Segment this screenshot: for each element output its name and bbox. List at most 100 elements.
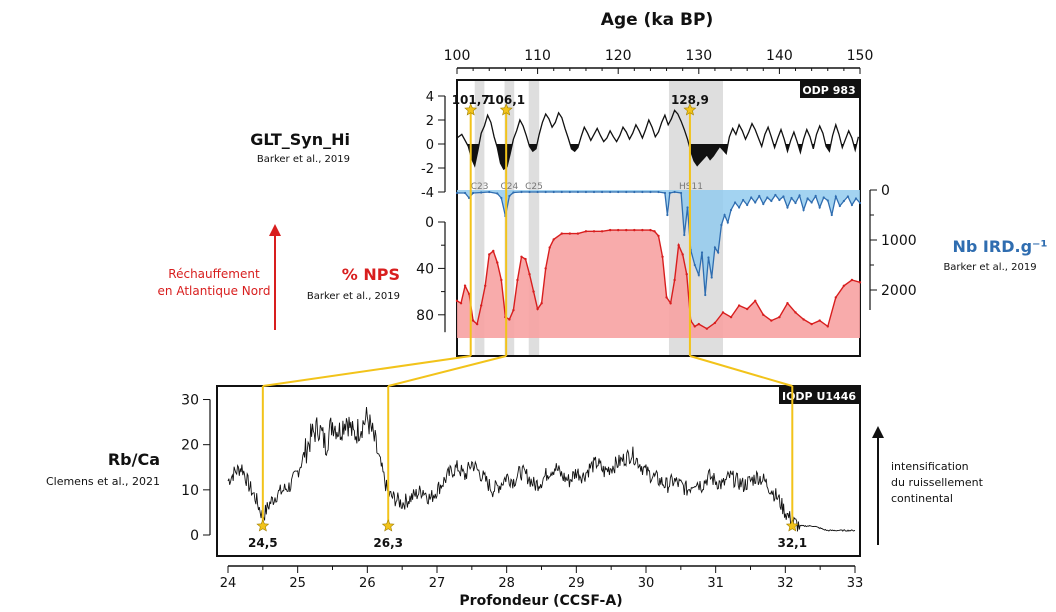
nps-point xyxy=(625,228,628,232)
nps-source: Barker et al., 2019 xyxy=(307,291,400,302)
ird-point xyxy=(717,251,720,254)
nps-point xyxy=(681,253,684,256)
ird-point xyxy=(814,194,817,198)
warmnote-line: Réchauffement xyxy=(168,267,260,281)
ird-point xyxy=(512,191,515,194)
ird-title: Nb IRD.g⁻¹ xyxy=(953,237,1048,256)
ird-point xyxy=(720,223,723,227)
top-annotation: 128,9 xyxy=(671,93,709,107)
nps-point xyxy=(617,228,620,232)
top-x-tick-label: 110 xyxy=(524,48,551,64)
warming-note: Réchauffement en Atlantique Nord xyxy=(158,267,271,298)
ird-point xyxy=(508,194,511,198)
ird-point xyxy=(723,213,726,217)
ird-point xyxy=(617,190,620,194)
glt-tick-label: 4 xyxy=(426,90,434,105)
top-annotation: 101,7 xyxy=(452,93,490,107)
correlation-links: 101,7 24,5 106,1 26,3 128,9 32,1 xyxy=(248,93,807,550)
rbca-source: Clemens et al., 2021 xyxy=(46,475,160,488)
runnote-line: du ruissellement xyxy=(891,476,984,489)
nps-point xyxy=(834,296,838,299)
nps-point xyxy=(794,311,797,314)
rbca-tick-label: 0 xyxy=(190,528,199,544)
ird-point xyxy=(467,196,471,200)
nps-point xyxy=(649,228,652,232)
ird-point xyxy=(679,191,683,195)
bottom-annotation: 32,1 xyxy=(777,536,807,550)
hs-band xyxy=(528,81,540,355)
ird-point xyxy=(790,196,793,200)
hs-band xyxy=(474,81,485,355)
ird-point xyxy=(625,190,628,194)
nps-series: 0 40 80 xyxy=(416,215,862,338)
ird-point xyxy=(762,202,765,206)
nps-point xyxy=(524,257,527,261)
ird-point xyxy=(798,194,801,197)
top-panel-frame xyxy=(456,79,861,357)
nps-point xyxy=(488,253,491,256)
ird-fill xyxy=(457,190,860,295)
top-box-label: ODP 983 xyxy=(802,84,855,97)
top-box-label-bg xyxy=(800,81,859,98)
bottom-x-tick-label: 29 xyxy=(568,576,585,591)
glt-tick-label: -4 xyxy=(421,186,434,201)
nps-point xyxy=(508,318,511,321)
nps-point xyxy=(608,228,612,232)
ird-point xyxy=(742,198,745,202)
ird-point xyxy=(774,193,777,197)
warming-arrow-head xyxy=(269,224,281,236)
ird-point xyxy=(463,191,467,195)
glt-negative-fill xyxy=(457,144,859,170)
band-label: C24 xyxy=(501,182,519,192)
nps-point xyxy=(568,232,572,235)
rbca-tick-label: 20 xyxy=(181,438,199,454)
runoff-arrow-head xyxy=(872,426,884,438)
bottom-star xyxy=(785,519,799,532)
rbca-tick-label: 30 xyxy=(181,393,199,409)
cross-link-line xyxy=(689,355,793,387)
ird-point xyxy=(641,190,644,194)
ird-point xyxy=(850,203,854,207)
bottom-panel-frame xyxy=(216,385,861,557)
bottom-x-tick-label: 26 xyxy=(359,576,376,591)
ird-point xyxy=(488,190,491,194)
nps-point xyxy=(657,234,660,238)
ird-point xyxy=(560,190,563,194)
nps-point xyxy=(842,284,846,287)
nps-point xyxy=(455,299,459,303)
ird-point xyxy=(500,196,503,200)
nps-point xyxy=(484,284,487,287)
ird-point xyxy=(758,194,761,198)
ird-point xyxy=(746,203,749,207)
top-star xyxy=(499,103,513,116)
nps-point xyxy=(762,313,765,316)
bottom-star xyxy=(381,519,395,532)
nps-point xyxy=(685,273,688,276)
bottom-x-ticks: 24 25 26 27 28 29 30 31 32 33 xyxy=(220,565,863,591)
bottom-x-tick-label: 28 xyxy=(498,576,515,591)
bottom-box-label-bg xyxy=(779,387,859,404)
nps-point xyxy=(500,278,503,282)
nps-point xyxy=(492,249,495,253)
ird-point xyxy=(472,191,475,195)
bottom-annotation: 24,5 xyxy=(248,536,278,550)
ird-series: 0 1000 2000 xyxy=(455,183,917,310)
ird-point xyxy=(528,190,531,194)
ird-point xyxy=(810,201,813,204)
bottom-x-tick-label: 31 xyxy=(707,576,724,591)
top-axis-title: Age (ka BP) xyxy=(601,10,713,30)
nps-point xyxy=(548,246,551,249)
nps-point xyxy=(479,304,483,307)
ird-point xyxy=(700,251,704,254)
top-x-tick-label: 150 xyxy=(847,48,874,64)
ird-point xyxy=(496,192,499,195)
ird-point xyxy=(520,190,523,194)
ird-point xyxy=(822,196,825,199)
nps-point xyxy=(677,244,680,247)
bottom-x-tick-label: 32 xyxy=(777,576,794,591)
ird-point xyxy=(649,190,652,194)
ird-point xyxy=(750,196,753,199)
top-x-tick-label: 130 xyxy=(685,48,712,64)
ird-point xyxy=(733,201,737,204)
ird-point xyxy=(633,190,636,194)
